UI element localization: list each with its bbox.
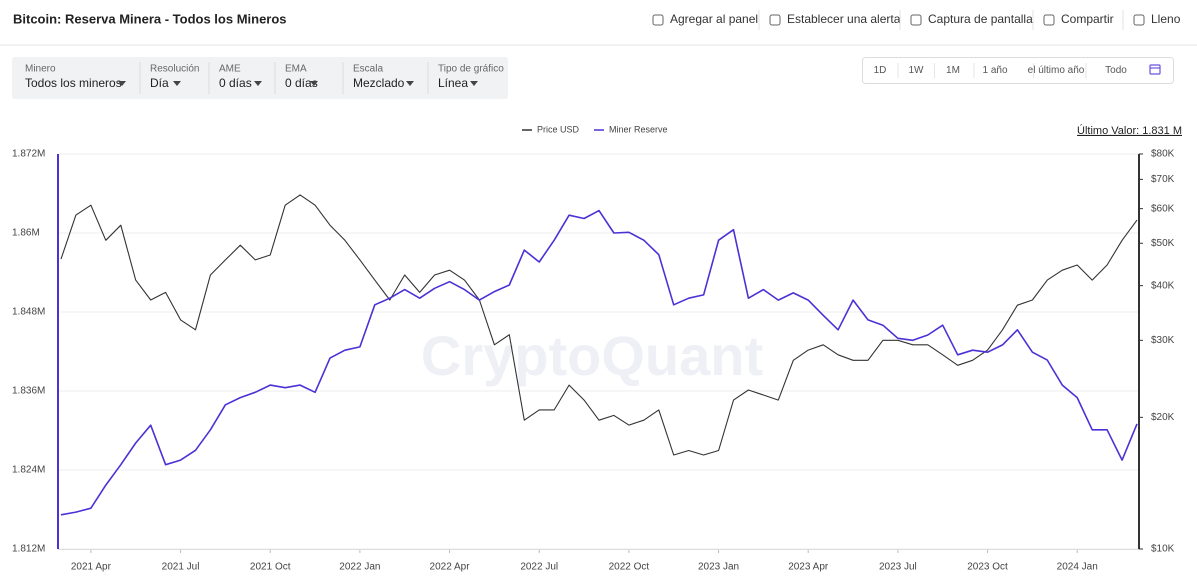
x-tick-label: 2021 Oct <box>250 562 291 573</box>
action-label: Compartir <box>1061 12 1114 26</box>
dropdown-arrow <box>310 81 318 86</box>
filter-label: AME <box>219 64 241 75</box>
range-button[interactable]: 1D <box>874 65 887 76</box>
x-tick-label: 2024 Jan <box>1057 562 1098 573</box>
y-tick-label: 1.812M <box>12 544 45 555</box>
action-icon <box>1043 14 1055 26</box>
y-tick-label: 1.848M <box>12 307 45 318</box>
header-action[interactable]: Agregar al panel <box>652 12 758 26</box>
legend-item[interactable]: Miner Reserve <box>594 124 668 134</box>
x-tick-label: 2021 Jul <box>162 562 200 573</box>
dropdown-arrow <box>470 81 478 86</box>
dropdown-arrow <box>118 81 126 86</box>
filter-value: Mezclado <box>353 76 405 90</box>
filter-label: EMA <box>285 64 307 75</box>
x-tick-label: 2023 Apr <box>788 562 829 573</box>
y2-tick-label: $60K <box>1151 203 1175 214</box>
filter-value: Línea <box>438 76 468 90</box>
range-button[interactable]: Todo <box>1105 65 1127 76</box>
series-line <box>60 209 1138 516</box>
action-icon <box>910 14 922 26</box>
action-icon <box>652 14 664 26</box>
header-action[interactable]: Captura de pantalla <box>910 12 1033 26</box>
range-bar <box>862 57 1174 84</box>
range-button[interactable]: el último año <box>1028 65 1085 76</box>
dropdown-arrow <box>173 81 181 86</box>
range-button[interactable]: 1W <box>909 65 925 76</box>
header-action[interactable]: Establecer una alerta <box>769 12 901 26</box>
x-tick-label: 2022 Apr <box>430 562 471 573</box>
y2-tick-label: $10K <box>1151 544 1175 555</box>
watermark: CryptoQuant <box>421 324 763 387</box>
y2-tick-label: $80K <box>1151 149 1175 160</box>
y-tick-label: 1.86M <box>12 228 40 239</box>
filter-value: 0 días <box>219 76 252 90</box>
action-label: Agregar al panel <box>670 12 758 26</box>
x-tick-label: 2022 Oct <box>609 562 650 573</box>
legend-item[interactable]: Price USD <box>522 124 580 134</box>
ranges: 1D 1W 1M 1 año el último año Todo <box>874 63 1127 78</box>
action-label: Captura de pantalla <box>928 12 1033 26</box>
filter-label: Tipo de gráfico <box>438 64 504 75</box>
range-button[interactable]: 1 año <box>982 65 1007 76</box>
action-label: Lleno <box>1151 12 1181 26</box>
dropdown-arrow <box>254 81 262 86</box>
action-label: Establecer una alerta <box>787 12 901 26</box>
y-tick-label: 1.872M <box>12 149 45 160</box>
x-tick-label: 2022 Jul <box>520 562 558 573</box>
legend-label: Miner Reserve <box>609 124 668 134</box>
filter-label: Resolución <box>150 64 199 75</box>
y-tick-label: 1.836M <box>12 386 45 397</box>
range-button[interactable]: 1M <box>946 65 960 76</box>
filter-value: Todos los mineros <box>25 76 122 90</box>
calendar-icon[interactable] <box>1149 64 1161 75</box>
dropdown-arrow <box>406 81 414 86</box>
y2-tick-label: $20K <box>1151 412 1175 423</box>
filter-label: Minero <box>25 64 56 75</box>
chart: 1.812M 1.824M 1.836M 1.848M 1.86M 1.872M $10K $… <box>12 124 1175 572</box>
filter-value: 0 días <box>285 76 318 90</box>
series-line <box>60 194 1138 456</box>
filter-label: Escala <box>353 64 383 75</box>
header-action[interactable]: Compartir <box>1043 12 1114 26</box>
y2-tick-label: $40K <box>1151 280 1175 291</box>
filter-bar <box>12 57 508 99</box>
header-actions: Agregar al panel Establecer una alerta Cap… <box>652 10 1181 30</box>
filter-value: Día <box>150 76 169 90</box>
y2-tick-label: $50K <box>1151 238 1175 249</box>
header-action[interactable]: Lleno <box>1133 12 1181 26</box>
legend-label: Price USD <box>537 124 580 134</box>
y2-tick-label: $30K <box>1151 335 1175 346</box>
y-tick-label: 1.824M <box>12 465 45 476</box>
y2-tick-label: $70K <box>1151 174 1175 185</box>
x-tick-label: 2023 Jan <box>698 562 739 573</box>
action-icon <box>769 14 781 26</box>
page-title: Bitcoin: Reserva Minera - Todos los Mine… <box>13 11 287 26</box>
x-tick-label: 2022 Jan <box>339 562 380 573</box>
x-tick-label: 2021 Apr <box>71 562 112 573</box>
last-value: Último Valor: 1.831 M <box>1077 124 1182 137</box>
x-tick-label: 2023 Oct <box>967 562 1008 573</box>
x-tick-label: 2023 Jul <box>879 562 917 573</box>
action-icon <box>1133 14 1145 26</box>
